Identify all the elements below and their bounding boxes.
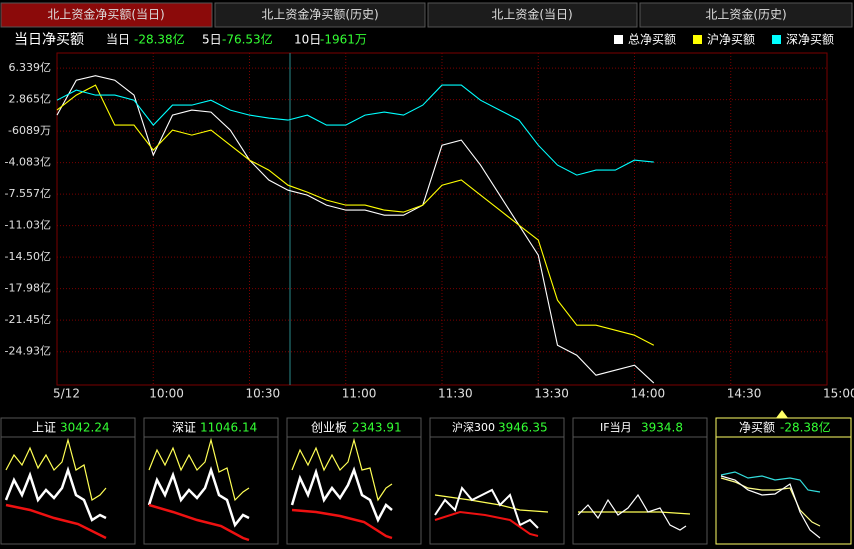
sparkline bbox=[148, 437, 250, 502]
stat-label: 5日 bbox=[202, 33, 222, 47]
legend-label: 深净买额 bbox=[786, 33, 834, 47]
sparklines bbox=[4, 437, 821, 542]
panel-label: 上证 bbox=[32, 421, 56, 435]
sparkline bbox=[5, 503, 107, 540]
sparkline bbox=[720, 475, 821, 539]
x-tick-label: 13:30 bbox=[534, 387, 569, 401]
sparkline bbox=[148, 503, 250, 542]
series-line bbox=[56, 75, 655, 384]
tab[interactable] bbox=[427, 2, 638, 28]
sparkline bbox=[290, 466, 393, 523]
sparkline bbox=[147, 465, 250, 528]
header-title: 当日净买额 bbox=[14, 32, 84, 48]
panel-value: 3934.8 bbox=[641, 421, 683, 435]
sparkline bbox=[577, 493, 687, 531]
stat-label: 10日 bbox=[294, 33, 321, 47]
x-tick-label: 11:30 bbox=[438, 387, 473, 401]
tab[interactable] bbox=[639, 2, 853, 28]
stat-value: -28.38亿 bbox=[134, 32, 185, 47]
panel[interactable] bbox=[429, 417, 565, 545]
panel-label: 沪深300 bbox=[452, 420, 495, 434]
x-tick-label: 10:30 bbox=[246, 387, 281, 401]
x-tick-label: 11:00 bbox=[342, 387, 377, 401]
plot bbox=[56, 53, 828, 385]
legend-label: 总净买额 bbox=[628, 33, 676, 47]
tab-label[interactable]: 北上资金净买额(当日) bbox=[47, 7, 164, 22]
sparkline bbox=[720, 471, 821, 493]
stat-value: -1961万 bbox=[320, 33, 367, 47]
sparkline bbox=[434, 485, 539, 529]
sparkline bbox=[291, 437, 393, 502]
x-tick-label: 5/12 bbox=[53, 387, 80, 401]
sparkline bbox=[578, 511, 691, 515]
tab-label[interactable]: 北上资金(当日) bbox=[491, 7, 572, 22]
stat-value: -76.53亿 bbox=[222, 32, 273, 47]
panel[interactable] bbox=[715, 417, 852, 545]
mini-panels: 上证 3042.24 深证 11046.14 创业板 2343.91 沪深300… bbox=[0, 410, 852, 545]
x-tick-label: 10:00 bbox=[149, 387, 184, 401]
legend-swatch bbox=[614, 35, 623, 44]
tab-label[interactable]: 北上资金(历史) bbox=[705, 7, 786, 22]
y-tick-label: 6.339亿 bbox=[9, 61, 52, 74]
panel-value: -28.38亿 bbox=[780, 420, 831, 435]
tab[interactable] bbox=[0, 2, 213, 28]
series-line bbox=[56, 84, 655, 346]
y-tick-label: -21.45亿 bbox=[5, 313, 51, 326]
panel[interactable] bbox=[572, 417, 708, 545]
sparkline bbox=[5, 437, 107, 501]
panel-label: 创业板 bbox=[311, 421, 347, 435]
panel-label: 深证 bbox=[172, 421, 196, 435]
active-marker bbox=[776, 410, 788, 418]
y-tick-label: -14.50亿 bbox=[5, 250, 51, 263]
legend-swatch bbox=[693, 35, 702, 44]
sparkline bbox=[434, 510, 539, 537]
x-tick-label: 15:00 bbox=[823, 387, 854, 401]
series-line bbox=[56, 84, 654, 176]
y-tick-label: -17.98亿 bbox=[5, 282, 51, 295]
y-tick-label: -6089万 bbox=[8, 124, 51, 137]
panel-value: 3042.24 bbox=[60, 421, 110, 435]
y-tick-label: -24.93亿 bbox=[5, 345, 51, 358]
x-tick-label: 14:30 bbox=[727, 387, 762, 401]
y-tick-label: -11.03亿 bbox=[5, 219, 51, 232]
panel-label: 净买额 bbox=[739, 421, 775, 435]
x-tick-label: 14:00 bbox=[631, 387, 666, 401]
tab-label[interactable]: 北上资金净买额(历史) bbox=[261, 7, 378, 22]
y-tick-label: -4.083亿 bbox=[5, 156, 51, 169]
y-tick-label: -7.557亿 bbox=[5, 187, 51, 200]
panel[interactable] bbox=[286, 417, 422, 545]
stat-label: 当日 bbox=[106, 33, 130, 47]
legend-label: 沪净买额 bbox=[707, 33, 755, 47]
panel-value: 11046.14 bbox=[200, 421, 257, 435]
legend-swatch bbox=[772, 35, 781, 44]
y-tick-label: 2.865亿 bbox=[9, 93, 52, 106]
tab[interactable] bbox=[214, 2, 426, 28]
sparkline bbox=[291, 508, 393, 540]
panel-value: 3946.35 bbox=[498, 421, 548, 435]
sparkline bbox=[4, 465, 107, 522]
panel-value: 2343.91 bbox=[352, 421, 402, 435]
panel-label: IF当月 bbox=[600, 420, 632, 434]
